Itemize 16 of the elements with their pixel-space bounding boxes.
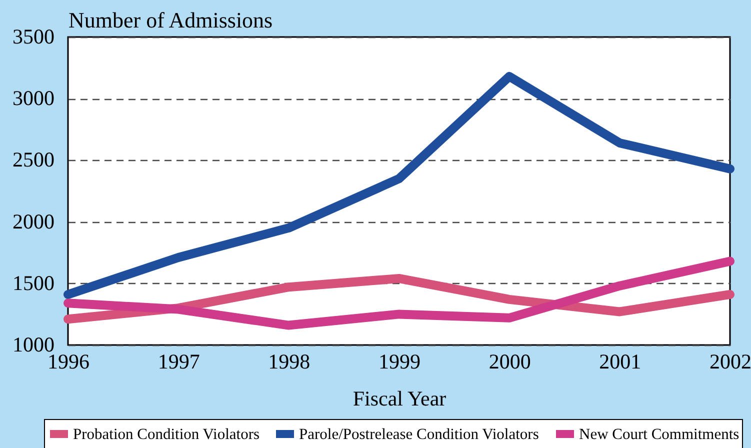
x-tick-label: 1997 <box>158 350 200 374</box>
legend-label: Parole/Postrelease Condition Violators <box>299 426 539 443</box>
y-tick-label: 2000 <box>12 209 54 234</box>
x-tick-label: 2001 <box>599 350 642 374</box>
x-tick-label: 1999 <box>378 350 420 374</box>
y-tick-label: 1500 <box>12 270 54 295</box>
x-axis-title: Fiscal Year <box>352 386 446 410</box>
legend-label: Probation Condition Violators <box>73 426 260 443</box>
y-axis-title: Number of Admissions <box>68 8 273 32</box>
x-tick-label: 1998 <box>268 350 310 374</box>
y-tick-label: 2500 <box>12 148 54 172</box>
legend-label: New Court Commitments <box>579 426 740 443</box>
x-tick-label: 2002 <box>710 350 751 374</box>
y-tick-label: 3000 <box>12 86 54 110</box>
x-tick-label: 2000 <box>488 350 531 374</box>
y-tick-label: 3500 <box>12 24 54 48</box>
